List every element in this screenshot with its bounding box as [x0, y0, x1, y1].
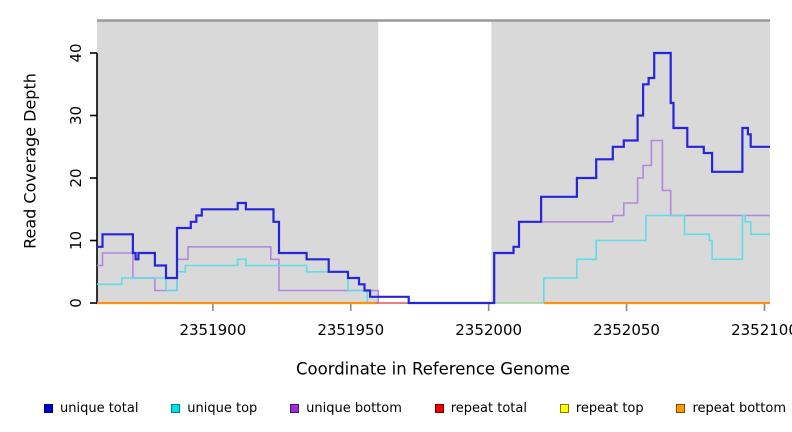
x-axis-title: Coordinate in Reference Genome: [295, 359, 571, 379]
series-line-unique-total: [97, 51, 770, 305]
legend-swatch-icon: [434, 404, 444, 413]
legend-item-repeat-top: repeat top: [559, 401, 644, 416]
y-axis-tick-label: 0: [67, 298, 85, 308]
series-line-unique-bottom: [541, 139, 770, 223]
legend-item-label: repeat total: [450, 401, 527, 416]
x-axis-tick-label: 2352100: [731, 321, 792, 339]
legend-item-label: repeat top: [575, 401, 644, 416]
legend-item-label: repeat bottom: [692, 401, 786, 416]
legend: unique total unique top unique bottom repea…: [44, 401, 786, 416]
legend-swatch-icon: [44, 404, 53, 413]
y-axis-tick-label: 40: [67, 43, 85, 62]
legend-item-label: unique top: [187, 401, 258, 416]
legend-swatch-icon: [290, 404, 300, 413]
x-axis-tick-label: 2351900: [179, 321, 246, 339]
legend-swatch-icon: [676, 404, 686, 413]
x-axis-tick-label: 2351950: [317, 321, 384, 339]
legend-item-label: unique bottom: [306, 401, 402, 416]
coverage-plot-canvas: 0 10 20 30 40 2351900 2351950 2352000 2352050 235…: [67, 19, 792, 339]
series-line-unique-top: [543, 214, 770, 303]
legend-item-unique-total: unique total: [44, 401, 138, 416]
legend-item-unique-bottom: unique bottom: [290, 401, 402, 416]
x-axis-tick-label: 2352000: [455, 321, 522, 339]
y-axis-tick-label: 10: [67, 231, 85, 250]
legend-item-repeat-total: repeat total: [434, 401, 527, 416]
legend-swatch-icon: [559, 404, 569, 413]
y-axis-title: Read Coverage Depth: [20, 73, 40, 249]
legend-item-unique-top: unique top: [171, 401, 257, 416]
y-axis-tick-label: 20: [67, 168, 85, 187]
legend-item-label: unique total: [60, 401, 139, 416]
legend-item-repeat-bottom: repeat bottom: [676, 401, 786, 416]
y-axis-tick-label: 30: [67, 106, 85, 125]
series-line-unique-top: [97, 258, 379, 304]
x-axis-tick-label: 2352050: [593, 321, 660, 339]
legend-swatch-icon: [171, 404, 181, 413]
no-data-gap-region: [378, 20, 492, 303]
